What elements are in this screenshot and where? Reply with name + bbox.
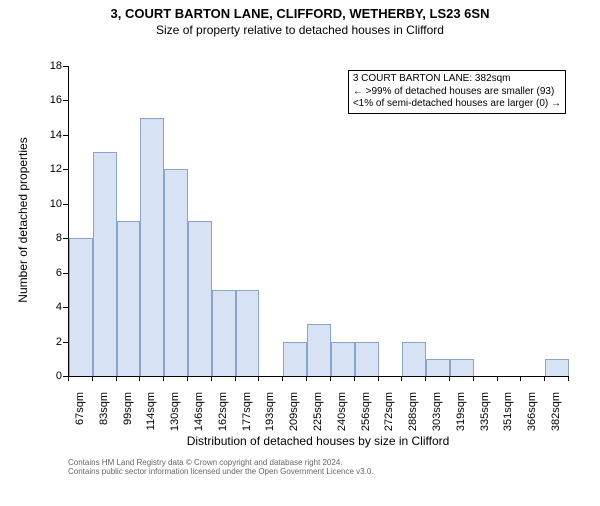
x-tick-mark	[401, 376, 402, 381]
y-tick-mark	[63, 273, 68, 274]
x-tick-mark	[163, 376, 164, 381]
x-tick-label: 382sqm	[550, 392, 562, 442]
x-tick-mark	[187, 376, 188, 381]
x-tick-label: 193sqm	[264, 392, 276, 442]
y-tick-mark	[63, 135, 68, 136]
annotation-line: <1% of semi-detached houses are larger (…	[353, 98, 561, 111]
histogram-bar	[426, 359, 450, 376]
y-tick-mark	[63, 204, 68, 205]
histogram-bar	[402, 342, 426, 376]
x-tick-label: 130sqm	[169, 392, 181, 442]
x-tick-label: 225sqm	[312, 392, 324, 442]
y-tick-mark	[63, 169, 68, 170]
x-tick-mark	[449, 376, 450, 381]
y-tick-label: 0	[40, 370, 62, 382]
x-tick-mark	[211, 376, 212, 381]
x-tick-label: 303sqm	[431, 392, 443, 442]
y-tick-label: 4	[40, 301, 62, 313]
histogram-bar	[283, 342, 307, 376]
annotation-box: 3 COURT BARTON LANE: 382sqm← >99% of det…	[348, 70, 566, 114]
x-tick-mark	[116, 376, 117, 381]
x-tick-label: 366sqm	[526, 392, 538, 442]
histogram-bar	[117, 221, 141, 376]
histogram-bar	[69, 238, 93, 376]
y-tick-label: 2	[40, 336, 62, 348]
histogram-bar	[188, 221, 212, 376]
histogram-bar	[212, 290, 236, 376]
histogram-bar	[236, 290, 260, 376]
x-tick-label: 209sqm	[288, 392, 300, 442]
x-tick-label: 351sqm	[502, 392, 514, 442]
x-tick-mark	[258, 376, 259, 381]
y-tick-label: 8	[40, 232, 62, 244]
x-tick-label: 83sqm	[98, 392, 110, 442]
x-tick-label: 256sqm	[360, 392, 372, 442]
x-tick-mark	[378, 376, 379, 381]
x-tick-label: 272sqm	[383, 392, 395, 442]
y-axis-label: Number of detached properties	[16, 65, 30, 375]
histogram-bar	[307, 324, 331, 376]
y-tick-label: 16	[40, 94, 62, 106]
x-tick-label: 99sqm	[122, 392, 134, 442]
y-tick-mark	[63, 307, 68, 308]
chart-title-line2: Size of property relative to detached ho…	[0, 23, 600, 37]
chart-title-line1: 3, COURT BARTON LANE, CLIFFORD, WETHERBY…	[0, 6, 600, 21]
x-tick-mark	[354, 376, 355, 381]
histogram-bar	[355, 342, 379, 376]
footer-line: Contains HM Land Registry data © Crown c…	[68, 458, 374, 467]
y-tick-label: 6	[40, 267, 62, 279]
y-tick-label: 12	[40, 163, 62, 175]
histogram-bar	[331, 342, 355, 376]
y-tick-mark	[63, 100, 68, 101]
histogram-bar	[164, 169, 188, 376]
x-tick-label: 177sqm	[241, 392, 253, 442]
x-tick-mark	[306, 376, 307, 381]
x-tick-label: 146sqm	[193, 392, 205, 442]
histogram-bar	[450, 359, 474, 376]
y-tick-label: 18	[40, 60, 62, 72]
x-tick-mark	[497, 376, 498, 381]
x-tick-label: 288sqm	[407, 392, 419, 442]
x-tick-mark	[568, 376, 569, 381]
x-tick-label: 67sqm	[74, 392, 86, 442]
footer-line: Contains public sector information licen…	[68, 467, 374, 476]
y-tick-mark	[63, 66, 68, 67]
histogram-bar	[93, 152, 117, 376]
y-tick-mark	[63, 238, 68, 239]
x-tick-mark	[92, 376, 93, 381]
histogram-bar	[140, 118, 164, 376]
x-tick-label: 335sqm	[479, 392, 491, 442]
histogram-bar	[545, 359, 569, 376]
annotation-line: ← >99% of detached houses are smaller (9…	[353, 86, 561, 99]
x-tick-label: 114sqm	[145, 392, 157, 442]
x-tick-mark	[544, 376, 545, 381]
x-tick-label: 240sqm	[336, 392, 348, 442]
x-tick-mark	[330, 376, 331, 381]
x-tick-mark	[68, 376, 69, 381]
x-tick-mark	[473, 376, 474, 381]
x-tick-mark	[139, 376, 140, 381]
x-tick-mark	[425, 376, 426, 381]
annotation-line: 3 COURT BARTON LANE: 382sqm	[353, 73, 561, 86]
x-tick-label: 319sqm	[455, 392, 467, 442]
y-tick-label: 10	[40, 198, 62, 210]
y-tick-label: 14	[40, 129, 62, 141]
footer-attribution: Contains HM Land Registry data © Crown c…	[68, 458, 374, 476]
x-tick-label: 162sqm	[217, 392, 229, 442]
x-tick-mark	[235, 376, 236, 381]
x-tick-mark	[282, 376, 283, 381]
y-tick-mark	[63, 342, 68, 343]
x-tick-mark	[520, 376, 521, 381]
